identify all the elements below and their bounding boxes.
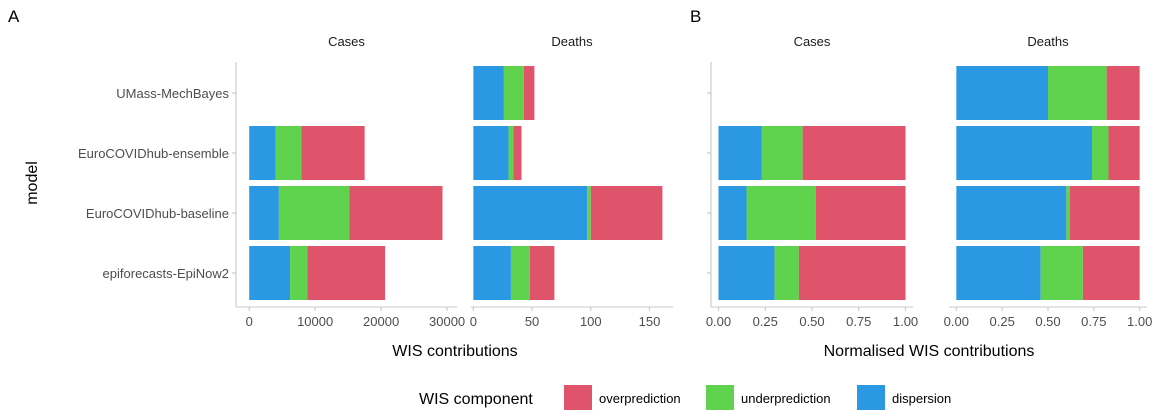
bar-epiforecasts-epinow2-dispersion	[473, 246, 511, 300]
bar-eurocovidhub-ensemble-dispersion	[718, 126, 762, 180]
x-tick-label: 0.00	[706, 314, 731, 329]
bar-eurocovidhub-ensemble-underprediction	[508, 126, 514, 180]
x-tick-label: 1.00	[893, 314, 918, 329]
facet-a-deaths: Deaths 0 50 100 150	[470, 34, 673, 329]
bar-eurocovidhub-baseline-dispersion	[718, 186, 747, 240]
x-tick-label: 0	[246, 314, 253, 329]
x-tick-label: 0.00	[944, 314, 969, 329]
facet-title: Deaths	[1027, 34, 1069, 49]
legend-title: WIS component	[419, 391, 533, 408]
bar-umass-mechbayes-dispersion	[473, 66, 504, 120]
x-tick-label: 0.25	[753, 314, 778, 329]
x-tick-label: 10000	[297, 314, 333, 329]
bar-epiforecasts-epinow2-dispersion	[718, 246, 775, 300]
bar-eurocovidhub-baseline-dispersion	[473, 186, 588, 240]
facet-b-cases: Cases 0.00 0.25 0.50 0.75 1.00	[706, 34, 918, 329]
facet-title: Cases	[328, 34, 365, 49]
x-tick-label: 20000	[363, 314, 399, 329]
bar-epiforecasts-epinow2-underprediction	[774, 246, 799, 300]
y-axis-title: model	[24, 161, 41, 205]
bar-umass-mechbayes-underprediction	[1048, 66, 1107, 120]
bar-eurocovidhub-baseline-overprediction	[590, 186, 663, 240]
legend-swatch-overprediction	[564, 385, 592, 410]
bar-umass-mechbayes-overprediction	[1106, 66, 1140, 120]
bar-eurocovidhub-ensemble-overprediction	[1108, 126, 1140, 180]
bar-eurocovidhub-ensemble-underprediction	[275, 126, 302, 180]
x-tick-label: 0.50	[1035, 314, 1060, 329]
bar-eurocovidhub-ensemble-overprediction	[301, 126, 365, 180]
facet-a-cases: Cases 0 10000 20000 30000	[236, 34, 465, 329]
x-tick-label: 0.25	[990, 314, 1015, 329]
bar-eurocovidhub-ensemble-dispersion	[249, 126, 276, 180]
panel-letter-b: B	[690, 7, 701, 26]
bar-eurocovidhub-baseline-dispersion	[249, 186, 279, 240]
bar-epiforecasts-epinow2-overprediction	[798, 246, 906, 300]
facet-b-deaths: Deaths 0.00 0.25 0.50 0.75 1.00	[944, 34, 1153, 329]
x-axis-title-a: WIS contributions	[392, 343, 517, 360]
bar-epiforecasts-epinow2-dispersion	[249, 246, 291, 300]
bar-umass-mechbayes-overprediction	[523, 66, 535, 120]
bar-epiforecasts-epinow2-overprediction	[307, 246, 386, 300]
bar-eurocovidhub-baseline-overprediction	[1070, 186, 1140, 240]
x-tick-label: 150	[639, 314, 661, 329]
bar-eurocovidhub-baseline-overprediction	[349, 186, 443, 240]
bar-epiforecasts-epinow2-overprediction	[529, 246, 555, 300]
bar-umass-mechbayes-underprediction	[503, 66, 524, 120]
x-tick-label: 100	[580, 314, 602, 329]
x-tick-label: 30000	[429, 314, 465, 329]
bar-eurocovidhub-ensemble-dispersion	[473, 126, 509, 180]
legend-label-overprediction: overprediction	[599, 391, 681, 406]
x-tick-label: 0.50	[799, 314, 824, 329]
legend-label-underprediction: underprediction	[741, 391, 831, 406]
x-tick-label: 0.75	[1081, 314, 1106, 329]
y-tick-labels: UMass-MechBayes EuroCOVIDhub-ensemble Euro…	[78, 86, 230, 281]
bar-eurocovidhub-baseline-underprediction	[746, 186, 816, 240]
bar-eurocovidhub-ensemble-underprediction	[761, 126, 803, 180]
y-tick-label-epiforecasts-epinow2: epiforecasts-EpiNow2	[103, 266, 229, 281]
x-tick-label: 0	[470, 314, 477, 329]
bar-eurocovidhub-baseline-underprediction	[278, 186, 350, 240]
facet-title: Deaths	[551, 34, 593, 49]
x-tick-label: 1.00	[1127, 314, 1152, 329]
bar-eurocovidhub-baseline-underprediction	[1066, 186, 1070, 240]
legend-swatch-dispersion	[857, 385, 885, 410]
y-tick-label-eurocovidhub-ensemble: EuroCOVIDhub-ensemble	[78, 146, 229, 161]
bar-eurocovidhub-ensemble-overprediction	[802, 126, 906, 180]
bar-eurocovidhub-baseline-underprediction	[587, 186, 591, 240]
x-axis-title-b: Normalised WIS contributions	[824, 343, 1035, 360]
bar-epiforecasts-epinow2-underprediction	[1040, 246, 1083, 300]
bar-eurocovidhub-baseline-dispersion	[956, 186, 1067, 240]
facet-title: Cases	[794, 34, 831, 49]
y-tick-label-eurocovidhub-baseline: EuroCOVIDhub-baseline	[86, 206, 229, 221]
y-tick-label-umass-mechbayes: UMass-MechBayes	[116, 86, 229, 101]
panel-letter-a: A	[8, 7, 20, 26]
bar-epiforecasts-epinow2-underprediction	[290, 246, 308, 300]
bar-epiforecasts-epinow2-overprediction	[1082, 246, 1140, 300]
legend-swatch-underprediction	[706, 385, 734, 410]
bar-epiforecasts-epinow2-underprediction	[510, 246, 530, 300]
x-tick-label: 50	[525, 314, 539, 329]
bar-eurocovidhub-baseline-overprediction	[815, 186, 906, 240]
bar-epiforecasts-epinow2-dispersion	[956, 246, 1041, 300]
bar-eurocovidhub-ensemble-overprediction	[513, 126, 522, 180]
x-tick-label: 0.75	[846, 314, 871, 329]
legend: WIS component overprediction underpredic…	[419, 385, 951, 410]
bar-eurocovidhub-ensemble-dispersion	[956, 126, 1092, 180]
bar-umass-mechbayes-dispersion	[956, 66, 1048, 120]
plots: Cases 0 10000 20000 30000 Deaths 0 50 100 150 Case…	[232, 34, 1152, 329]
legend-label-dispersion: dispersion	[892, 391, 951, 406]
bar-eurocovidhub-ensemble-underprediction	[1092, 126, 1109, 180]
